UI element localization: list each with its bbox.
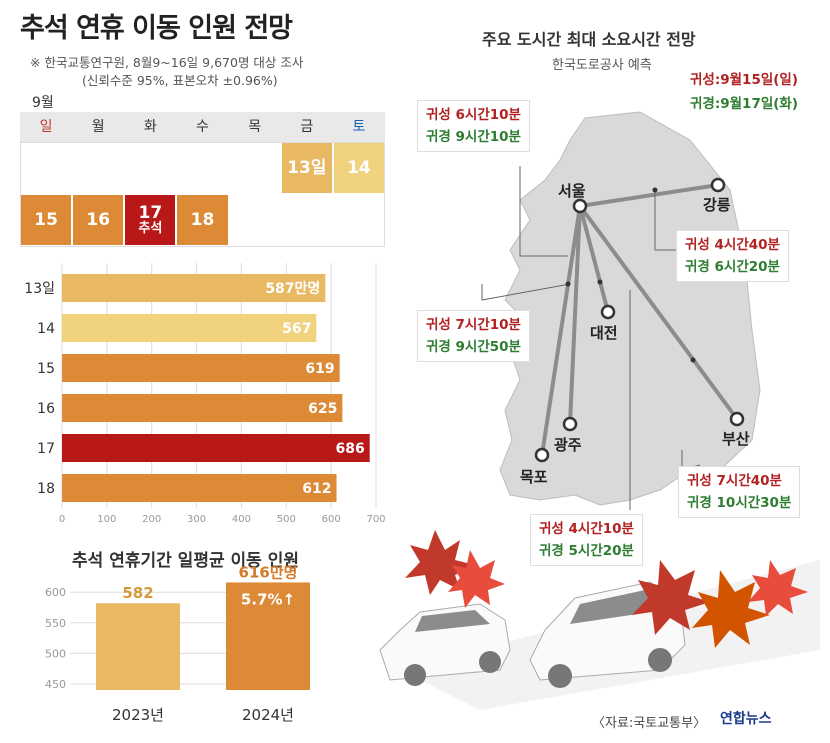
- city-label-busan: 부산: [722, 430, 750, 448]
- route-box-gangneung: 귀성 4시간40분 귀경 6시간20분: [676, 230, 789, 282]
- bar: [62, 474, 337, 502]
- y-tick-label: 600: [45, 586, 66, 599]
- bar: [226, 582, 310, 690]
- weekday-3: 수: [176, 112, 229, 142]
- value-label: 582: [122, 584, 153, 602]
- weekday-5: 금: [280, 112, 333, 142]
- city-dot-gwangju: [562, 416, 578, 432]
- calendar-month: 9월: [32, 95, 54, 111]
- route-box-mokpo: 귀성 7시간10분 귀경 9시간50분: [417, 310, 530, 362]
- growth-annotation: 5.7%↑: [241, 590, 295, 608]
- legend-go: 귀성:9월15일(일): [690, 72, 799, 88]
- weekday-1: 월: [72, 112, 125, 142]
- calendar-day: 14: [333, 143, 384, 193]
- calendar-day: 13일: [281, 143, 332, 193]
- x-tick-label: 300: [187, 514, 206, 525]
- weekday-4: 목: [228, 112, 281, 142]
- city-label-gwangju: 광주: [554, 436, 582, 454]
- route-seoul-daejeon: [578, 204, 610, 314]
- city-dot-busan: [729, 411, 745, 427]
- yearly-average-bar-chart: 450 500 550 600 582 2023년 616만명 2024년 5.7%↑: [45, 563, 310, 724]
- x-tick-label: 0: [59, 514, 65, 525]
- city-label-mokpo: 목포: [520, 468, 548, 486]
- average-chart-title: 추석 연휴기간 일평균 이동 인원: [72, 551, 299, 571]
- car-icon: [379, 603, 511, 686]
- value-label: 686: [335, 441, 364, 457]
- decorative-illustration: [379, 530, 820, 710]
- map-subtitle: 한국도로공사 예측: [552, 58, 652, 73]
- city-dot-gangneung: [710, 177, 726, 193]
- category-label: 13일: [24, 281, 55, 297]
- map-title: 주요 도시간 최대 소요시간 전망: [482, 30, 696, 49]
- survey-note: ※ 한국교통연구원, 8월9~16일 9,670명 대상 조사: [30, 55, 304, 70]
- holiday-calendar: 일 월 화 수 목 금 토 13일 14 15 16 17 추석 18: [20, 112, 385, 247]
- bar: [62, 394, 343, 422]
- x-tick-label: 400: [232, 514, 251, 525]
- value-label: 587만명: [265, 280, 320, 297]
- city-dot-seoul: [572, 198, 588, 214]
- yonhap-logo: 연합뉴스: [720, 711, 772, 727]
- route-seoul-gangneung: [578, 183, 720, 208]
- category-label: 2023년: [112, 706, 164, 724]
- route-box-daejeon: 귀성 4시간10분 귀경 5시간20분: [530, 514, 643, 566]
- category-label: 18: [37, 481, 55, 497]
- y-tick-label: 550: [45, 617, 66, 630]
- page-title: 추석 연휴 이동 인원 전망: [20, 13, 293, 44]
- survey-note-confidence: (신뢰수준 95%, 표본오차 ±0.96%): [82, 73, 278, 88]
- bar: [96, 603, 180, 690]
- category-label: 2024년: [242, 706, 294, 724]
- weekday-2: 화: [124, 112, 177, 142]
- value-label: 619: [305, 361, 334, 377]
- category-label: 17: [37, 441, 55, 457]
- weekday-0: 일: [20, 112, 73, 142]
- route-box-busan: 귀성 7시간40분 귀경 10시간30분: [678, 466, 801, 518]
- x-tick-label: 700: [366, 514, 385, 525]
- route-seoul-mokpo: [540, 204, 582, 457]
- x-tick-label: 200: [142, 514, 161, 525]
- category-label: 14: [37, 321, 55, 337]
- y-tick-label: 500: [45, 647, 66, 660]
- route-box-gwangju: 귀성 6시간10분 귀경 9시간10분: [417, 100, 530, 152]
- maple-leaf-icon: [405, 530, 808, 648]
- calendar-day: 15: [21, 195, 72, 245]
- source-credit: 〈자료:국토교통부〉: [592, 716, 707, 731]
- calendar-day: 18: [177, 195, 228, 245]
- route-seoul-busan: [578, 204, 739, 421]
- city-label-gangneung: 강릉: [703, 196, 731, 214]
- category-label: 16: [37, 401, 55, 417]
- value-label: 612: [302, 481, 331, 497]
- y-tick-label: 450: [45, 678, 66, 691]
- daily-travelers-bar-chart: 0 100 200 300 400 500 600 700 13일 587만명 14 567 15 619…: [24, 263, 386, 525]
- legend-back: 귀경:9월17일(화): [690, 96, 799, 112]
- x-tick-label: 500: [277, 514, 296, 525]
- city-label-daejeon: 대전: [590, 324, 618, 342]
- bar: [62, 434, 370, 462]
- category-label: 15: [37, 361, 55, 377]
- value-label: 567: [282, 321, 311, 337]
- bar: [62, 274, 326, 302]
- x-tick-label: 100: [97, 514, 116, 525]
- value-label: 625: [308, 401, 337, 417]
- bar: [62, 354, 340, 382]
- value-label: 616만명: [239, 563, 298, 581]
- calendar-day: 17 추석: [125, 195, 176, 245]
- weekday-6: 토: [332, 112, 385, 142]
- city-dot-mokpo: [534, 447, 550, 463]
- city-dot-daejeon: [600, 304, 616, 320]
- route-seoul-gwangju: [568, 204, 582, 426]
- city-label-seoul: 서울: [558, 182, 586, 200]
- x-tick-label: 600: [322, 514, 341, 525]
- calendar-day: 16: [73, 195, 124, 245]
- calendar-grid: [20, 142, 385, 247]
- bar: [62, 314, 317, 342]
